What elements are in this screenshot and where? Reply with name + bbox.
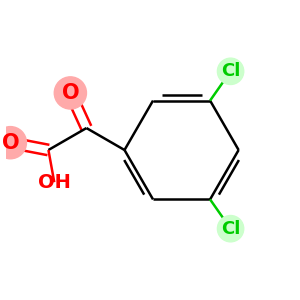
Text: O: O [61, 83, 79, 103]
Text: O: O [2, 133, 19, 153]
Circle shape [218, 215, 244, 242]
Text: Cl: Cl [221, 220, 240, 238]
Circle shape [218, 58, 244, 85]
Circle shape [0, 127, 26, 159]
Text: OH: OH [38, 173, 71, 192]
Circle shape [54, 77, 86, 109]
Text: Cl: Cl [221, 62, 240, 80]
